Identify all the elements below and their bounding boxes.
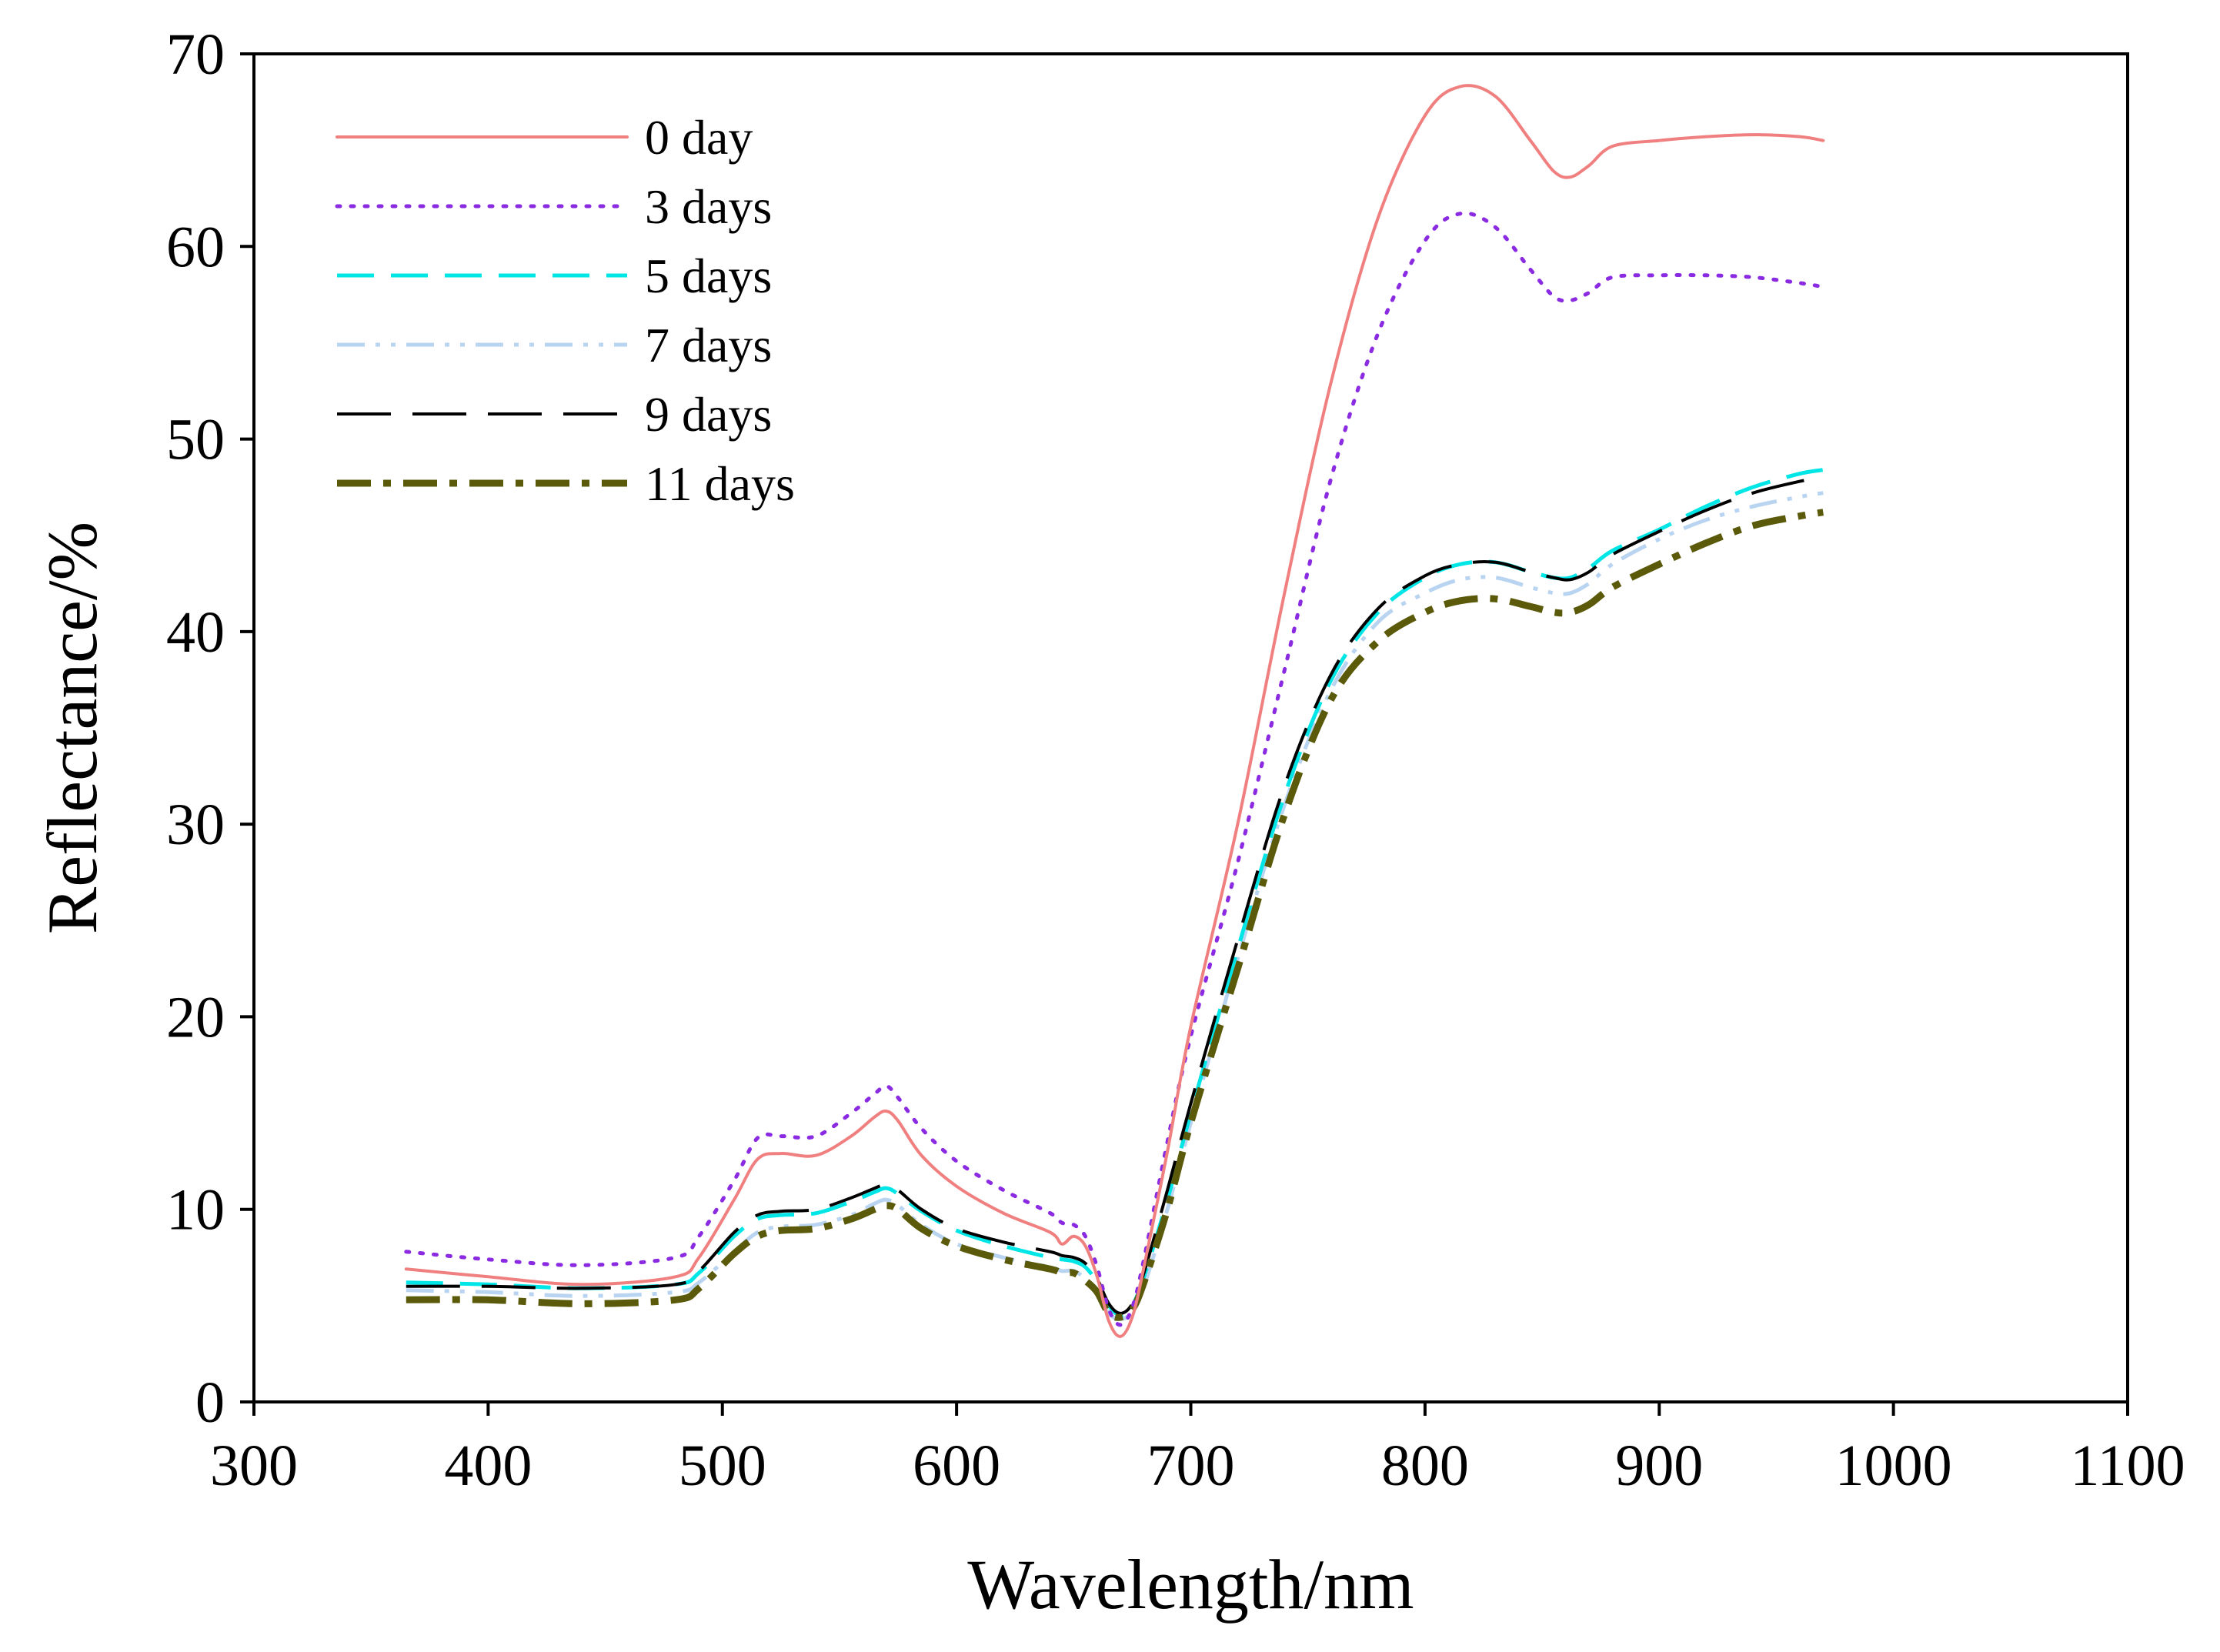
x-tick-label: 900 xyxy=(1615,1433,1703,1498)
y-tick-label: 0 xyxy=(195,1370,225,1435)
series-line-0-day xyxy=(404,84,1825,1338)
y-axis: 0 10 20 30 40 50 60 70 xyxy=(166,22,254,1435)
legend-label: 11 days xyxy=(645,456,795,511)
series-line-11-days xyxy=(406,509,1824,1321)
y-axis-title: Reflectance/% xyxy=(33,522,112,934)
x-tick-label: 600 xyxy=(913,1433,1000,1498)
y-tick-label: 10 xyxy=(166,1178,225,1243)
y-tick-label: 20 xyxy=(166,985,225,1050)
series-line-5-days xyxy=(406,468,1824,1317)
x-tick-label: 400 xyxy=(444,1433,532,1498)
legend-label: 7 days xyxy=(645,318,772,372)
x-tick-label: 800 xyxy=(1381,1433,1469,1498)
x-tick-label: 700 xyxy=(1147,1433,1235,1498)
x-axis: 300 400 500 600 700 800 900 1000 1100 xyxy=(210,1402,2185,1498)
legend-label: 3 days xyxy=(645,179,772,234)
x-tick-label: 300 xyxy=(210,1433,298,1498)
plot-frame xyxy=(252,52,2129,1403)
series-line-9-days xyxy=(406,476,1824,1315)
x-axis-title: Wavelength/nm xyxy=(967,1545,1414,1624)
x-tick-label: 1100 xyxy=(2070,1433,2185,1498)
legend-label: 5 days xyxy=(645,249,772,303)
series-layer xyxy=(404,84,1825,1338)
legend-label: 0 day xyxy=(645,110,753,165)
legend-label: 9 days xyxy=(645,387,772,442)
x-tick-label: 500 xyxy=(679,1433,766,1498)
plot-border xyxy=(252,52,2129,1403)
y-tick-label: 70 xyxy=(166,22,225,87)
x-tick-label: 1000 xyxy=(1835,1433,1952,1498)
legend: 0 day 3 days 5 days 7 days 9 days 11 days xyxy=(335,110,795,511)
y-tick-label: 30 xyxy=(166,793,225,857)
y-tick-label: 40 xyxy=(166,600,225,665)
y-tick-label: 50 xyxy=(166,408,225,472)
series-line-3-days xyxy=(404,211,1825,1327)
y-tick-label: 60 xyxy=(166,215,225,279)
series-line-7-days xyxy=(406,491,1824,1321)
